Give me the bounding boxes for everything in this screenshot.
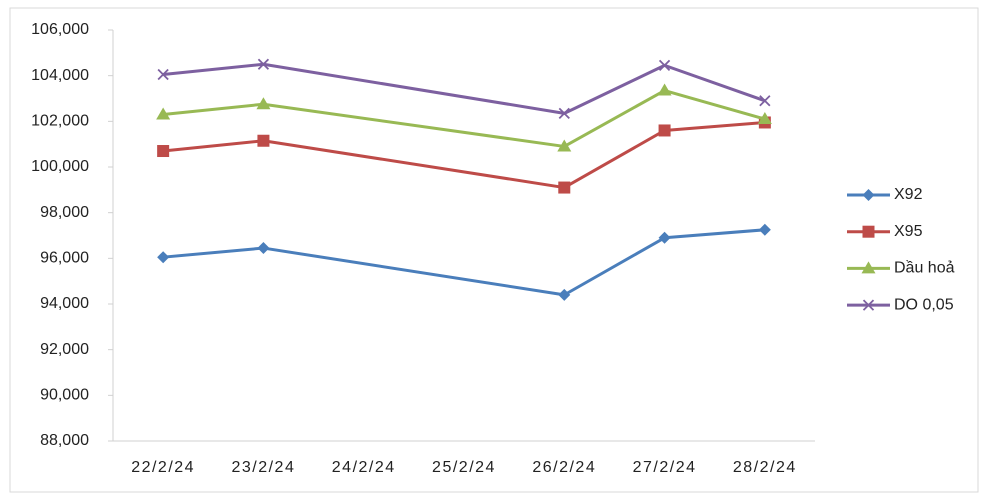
y-tick-label: 94,000 [40,295,89,312]
chart-frame [9,7,979,493]
point [758,223,771,236]
legend-label: DO 0,05 [894,296,954,313]
y-tick-label: 90,000 [40,387,89,404]
x-tick-label: 27/2/24 [633,459,697,476]
point [759,95,771,107]
point [658,59,671,72]
legend-label: X95 [894,223,923,240]
point [558,181,571,194]
y-tick-label: 102,000 [31,113,89,130]
y-tick-label: 96,000 [40,250,89,267]
legend-label: X92 [894,186,923,203]
legend-marker [862,225,875,238]
y-tick-label: 106,000 [31,21,89,38]
point [658,124,671,137]
y-tick-label: 98,000 [40,204,89,221]
x-tick-label: 23/2/24 [231,459,295,476]
legend-marker [862,189,875,201]
legend-marker [861,261,876,274]
point [558,288,571,301]
y-tick-label: 92,000 [40,341,89,358]
x-tick-label: 28/2/24 [733,459,797,476]
x-tick-label: 22/2/24 [131,459,195,476]
x-tick-label: 25/2/24 [432,459,496,476]
point [658,231,671,244]
point [657,83,672,96]
point [157,145,170,158]
x-tick-label: 26/2/24 [532,459,596,476]
point [256,97,271,110]
point [558,107,570,119]
point [257,58,270,70]
y-tick-label: 100,000 [31,158,89,175]
legend-marker [862,299,875,311]
point [757,112,772,125]
legend-label: Dầu hoả [894,260,955,277]
point [156,107,171,120]
y-tick-label: 88,000 [40,432,89,449]
point [157,251,170,264]
point [157,68,169,81]
point [557,139,572,152]
point [257,134,270,147]
point [257,242,270,255]
y-tick-label: 104,000 [31,67,89,84]
x-tick-label: 24/2/24 [332,459,396,476]
